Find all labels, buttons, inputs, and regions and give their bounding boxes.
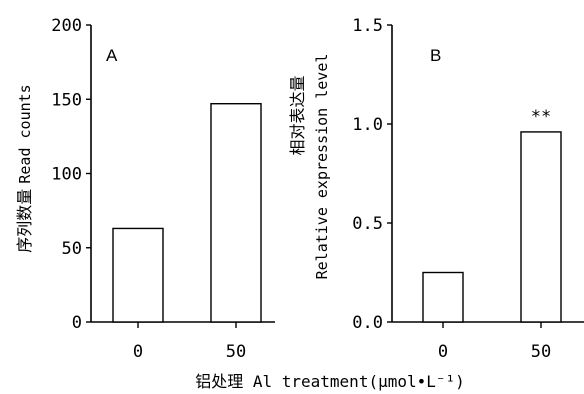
panel-b-y-axis-label-cn: 相对表达量: [288, 75, 307, 155]
panel-b-letter: B: [430, 46, 441, 65]
panel-b-y-tick-label: 0.0: [352, 313, 383, 333]
x-axis-label: 铝处理 Al treatment(μmol•L⁻¹): [195, 372, 465, 391]
panel-a-x-tick-label: 50: [226, 342, 246, 362]
panel-a-letter: A: [106, 46, 118, 65]
panel-a-y-tick-label: 200: [51, 16, 82, 36]
panel-a-bar: [112, 227, 164, 323]
panel-b-x-tick-label: 50: [531, 342, 551, 362]
panel-a-x-tick-label: 0: [133, 342, 143, 362]
panel-b-significance-marker: **: [531, 107, 551, 127]
panel-a-y-tick-label: 100: [51, 165, 82, 185]
panel-b: 0.0 0.5 1.0 1.5 0 50 ** B 相对表达量 Relative expressi…: [288, 16, 584, 362]
panel-b-y-axis-label: Relative expression level: [313, 54, 331, 280]
panel-b-bar: [520, 131, 562, 323]
panel-a: 0 50 100 150 200 0 50 A 序列数量 Read counts: [15, 16, 275, 362]
panel-a-y-tick-label: 150: [51, 90, 82, 110]
panel-b-x-tick-label: 0: [438, 342, 448, 362]
panel-b-bar: [422, 271, 464, 323]
panel-b-y-tick-label: 1.5: [352, 16, 383, 36]
panel-a-y-tick-label: 0: [72, 313, 82, 333]
panel-a-y-axis-label: 序列数量 Read counts: [15, 84, 34, 252]
panel-b-y-tick-label: 1.0: [352, 115, 383, 135]
panel-a-y-tick-label: 50: [62, 239, 82, 259]
panel-a-bar: [210, 103, 262, 323]
panel-b-y-tick-label: 0.5: [352, 214, 383, 234]
